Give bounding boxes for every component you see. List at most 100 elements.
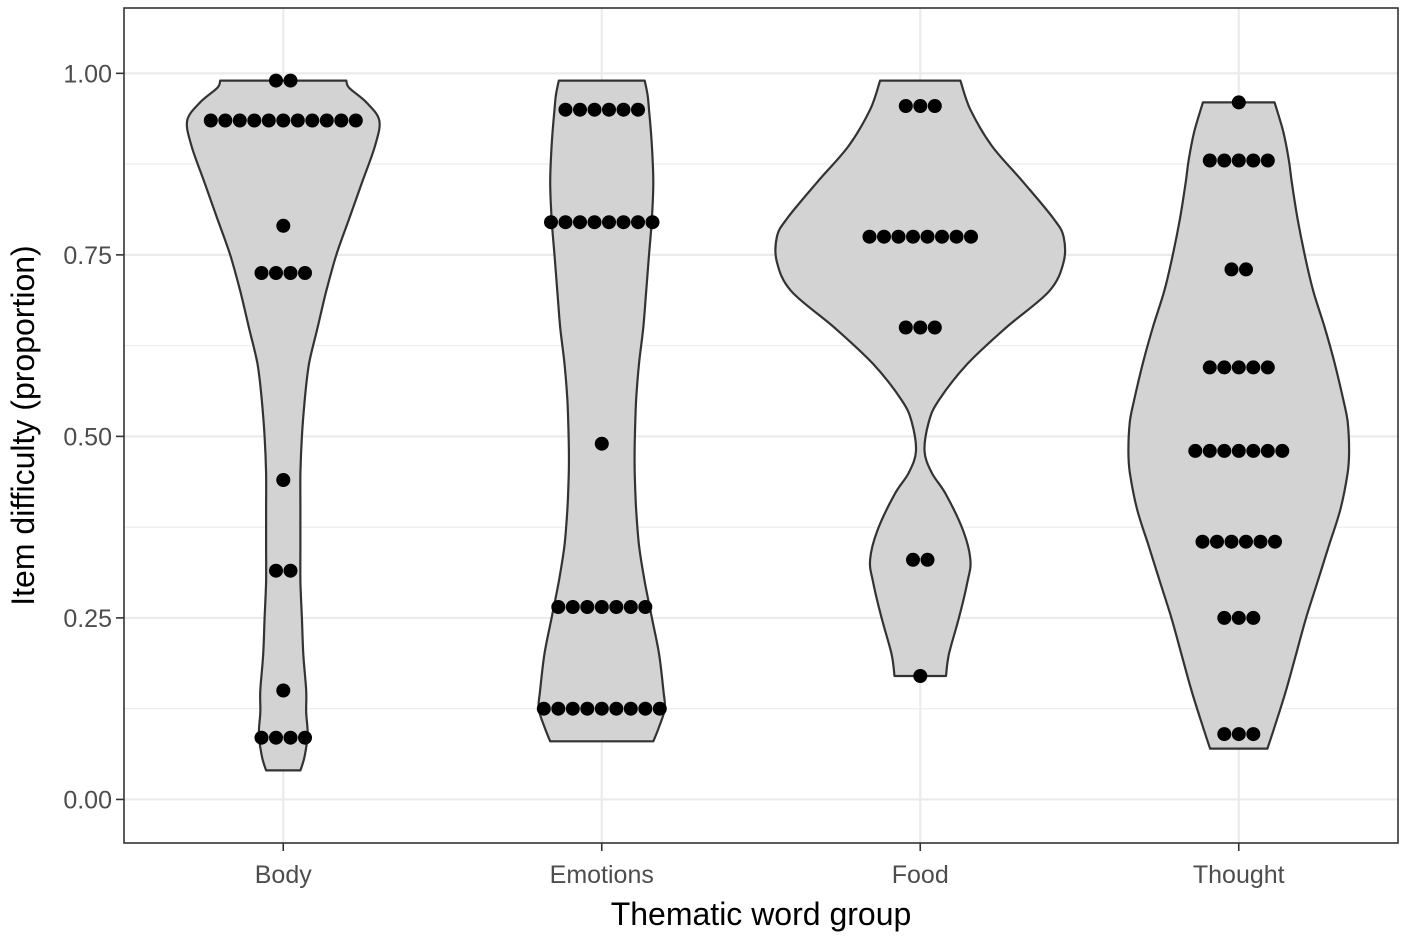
data-point-emotions — [551, 701, 566, 716]
data-point-body — [283, 73, 298, 88]
data-point-thought — [1246, 727, 1261, 742]
data-point-food — [964, 229, 978, 244]
x-axis-title: Thematic word group — [611, 896, 912, 932]
x-axis: Body Emotions Food Thought — [255, 843, 1285, 889]
data-point-body — [319, 113, 334, 128]
violin-body — [185, 79, 381, 772]
data-point-body — [269, 730, 283, 745]
data-point-food — [862, 229, 877, 244]
data-point-emotions — [565, 701, 580, 716]
data-point-emotions — [544, 215, 558, 230]
data-point-food — [898, 99, 913, 113]
data-point-body — [298, 730, 312, 745]
data-point-thought — [1246, 610, 1261, 625]
data-point-food — [906, 552, 920, 567]
data-point-emotions — [587, 102, 602, 117]
data-point-food — [920, 229, 935, 244]
data-point-body — [203, 113, 218, 128]
data-point-emotions — [573, 102, 587, 117]
data-point-body — [261, 113, 276, 128]
data-point-emotions — [580, 701, 595, 716]
data-point-body — [283, 563, 298, 578]
plot-panel-border — [123, 7, 1399, 844]
data-point-thought — [1188, 443, 1203, 458]
data-point-thought — [1224, 262, 1239, 277]
data-point-emotions — [558, 102, 573, 117]
violin-thought — [1127, 101, 1351, 750]
data-point-body — [254, 730, 269, 745]
data-point-body — [298, 266, 312, 280]
data-point-body — [269, 266, 283, 280]
data-point-thought — [1239, 534, 1253, 549]
data-point-emotions — [602, 102, 616, 117]
data-point-emotions — [558, 215, 573, 230]
data-point-body — [254, 266, 269, 280]
data-point-food — [935, 229, 949, 244]
data-point-thought — [1246, 153, 1261, 168]
data-point-emotions — [652, 701, 667, 716]
data-point-thought — [1231, 153, 1246, 168]
violin-food — [774, 79, 1067, 678]
data-point-food — [891, 229, 906, 244]
data-point-thought — [1246, 443, 1261, 458]
data-point-body — [269, 73, 283, 88]
data-point-emotions — [638, 701, 653, 716]
data-point-thought — [1260, 153, 1275, 168]
data-point-emotions — [631, 215, 645, 230]
data-point-emotions — [616, 215, 631, 230]
data-point-food — [927, 320, 942, 335]
data-point-thought — [1217, 153, 1232, 168]
data-point-emotions — [551, 600, 566, 614]
data-point-thought — [1231, 443, 1246, 458]
data-point-body — [283, 266, 298, 280]
data-point-thought — [1217, 610, 1232, 625]
data-point-food — [913, 669, 928, 683]
data-points — [203, 73, 1290, 745]
data-point-body — [348, 113, 363, 128]
y-axis: 0.00 0.25 0.50 0.75 1.00 — [63, 60, 124, 814]
data-point-emotions — [609, 600, 624, 614]
data-point-body — [305, 113, 320, 128]
y-tick-label: 0.25 — [63, 605, 112, 633]
data-point-emotions — [623, 701, 638, 716]
data-point-emotions — [587, 215, 602, 230]
data-point-body — [269, 563, 283, 578]
data-point-body — [276, 113, 291, 128]
data-point-emotions — [638, 600, 653, 614]
data-point-thought — [1202, 360, 1217, 375]
violin-emotions — [537, 79, 667, 743]
data-point-thought — [1239, 262, 1253, 277]
data-point-emotions — [645, 215, 660, 230]
data-point-thought — [1217, 360, 1232, 375]
data-point-emotions — [573, 215, 587, 230]
data-point-body — [276, 473, 291, 487]
data-point-thought — [1210, 534, 1224, 549]
data-point-thought — [1231, 610, 1246, 625]
data-point-emotions — [594, 701, 609, 716]
data-point-food — [927, 99, 942, 113]
data-point-thought — [1224, 534, 1239, 549]
x-tick-label: Food — [892, 861, 949, 889]
data-point-emotions — [631, 102, 645, 117]
data-point-food — [913, 320, 928, 335]
y-tick-label: 0.50 — [63, 423, 112, 451]
x-tick-label: Body — [255, 861, 312, 889]
data-point-body — [276, 218, 291, 233]
data-point-thought — [1217, 727, 1232, 742]
data-point-emotions — [594, 436, 609, 451]
x-tick-label: Thought — [1193, 861, 1285, 889]
data-point-emotions — [536, 701, 551, 716]
data-point-thought — [1202, 153, 1217, 168]
data-point-emotions — [602, 215, 616, 230]
data-point-body — [232, 113, 247, 128]
data-point-emotions — [580, 600, 595, 614]
data-point-body — [276, 683, 291, 698]
data-point-thought — [1202, 443, 1217, 458]
data-point-food — [898, 320, 913, 335]
y-axis-title: Item difficulty (proportion) — [5, 245, 41, 605]
y-tick-label: 0.00 — [63, 786, 112, 814]
data-point-thought — [1268, 534, 1282, 549]
data-point-food — [920, 552, 935, 567]
data-point-thought — [1246, 360, 1261, 375]
